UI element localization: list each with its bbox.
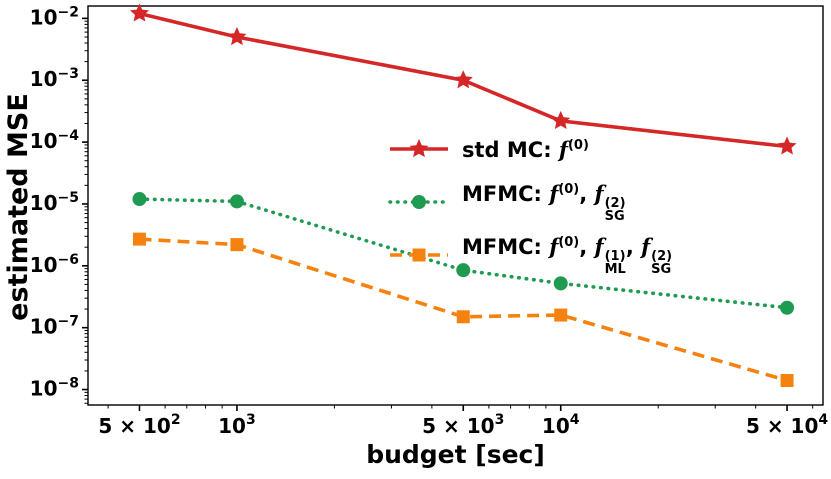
marker-circle <box>456 263 471 278</box>
svg-text:5 × 102: 5 × 102 <box>98 412 180 438</box>
marker-star <box>777 136 797 155</box>
series-line <box>137 197 789 310</box>
svg-text:5 × 103: 5 × 103 <box>422 412 504 438</box>
svg-text:10−6: 10−6 <box>30 252 79 277</box>
legend-sample-mfmc-3model <box>390 248 448 262</box>
legend-label: MFMC: f(0), f (1) ML, f (2) SG <box>462 233 673 277</box>
marker-star <box>551 110 571 129</box>
legend: std MC: f(0) MFMC: f(0), f (2) SG MFMC: f(0)… <box>388 130 673 277</box>
svg-text:10−3: 10−3 <box>30 66 79 91</box>
marker-circle <box>132 192 147 207</box>
svg-text:10−7: 10−7 <box>30 314 79 339</box>
marker-square <box>230 238 244 252</box>
legend-entry: MFMC: f(0), f (1) ML, f (2) SG <box>388 233 673 277</box>
marker-square <box>456 310 470 324</box>
marker-square <box>132 232 146 246</box>
legend-label: std MC: f(0) <box>462 136 589 162</box>
legend-label: MFMC: f(0), f (2) SG <box>462 180 626 224</box>
marker-star <box>453 70 473 89</box>
svg-text:5 × 104: 5 × 104 <box>746 412 828 438</box>
series-mfmc-3model <box>132 232 794 387</box>
series-mfmc-2model <box>132 192 795 315</box>
marker-star <box>227 26 247 46</box>
legend-sample-std-mc <box>390 139 448 158</box>
svg-text:10−2: 10−2 <box>30 4 79 29</box>
legend-sample-mfmc-2model <box>388 195 450 209</box>
series-std-mc <box>129 3 797 155</box>
legend-entry: MFMC: f(0), f (2) SG <box>388 180 672 224</box>
marker-circle <box>553 276 568 291</box>
legend-entry: std MC: f(0) <box>388 130 672 168</box>
axis-ticks <box>82 17 814 411</box>
svg-text:10−8: 10−8 <box>30 376 79 401</box>
tick-labels: 5 × 102 103 5 × 103 104 5 × 104 10−2 10−3 10−4 1… <box>30 4 829 438</box>
marker-square <box>780 373 794 387</box>
y-axis-label: estimated MSE <box>3 93 34 321</box>
svg-text:104: 104 <box>542 412 580 438</box>
marker-circle <box>780 300 795 315</box>
series-line <box>139 237 788 383</box>
marker-square <box>554 308 568 322</box>
x-axis-label: budget [sec] <box>366 440 545 469</box>
svg-text:10−5: 10−5 <box>30 190 79 215</box>
marker-star <box>129 3 149 22</box>
svg-text:10−4: 10−4 <box>30 128 80 153</box>
plot-frame <box>87 5 824 406</box>
svg-text:103: 103 <box>218 412 256 438</box>
marker-circle <box>229 194 244 209</box>
